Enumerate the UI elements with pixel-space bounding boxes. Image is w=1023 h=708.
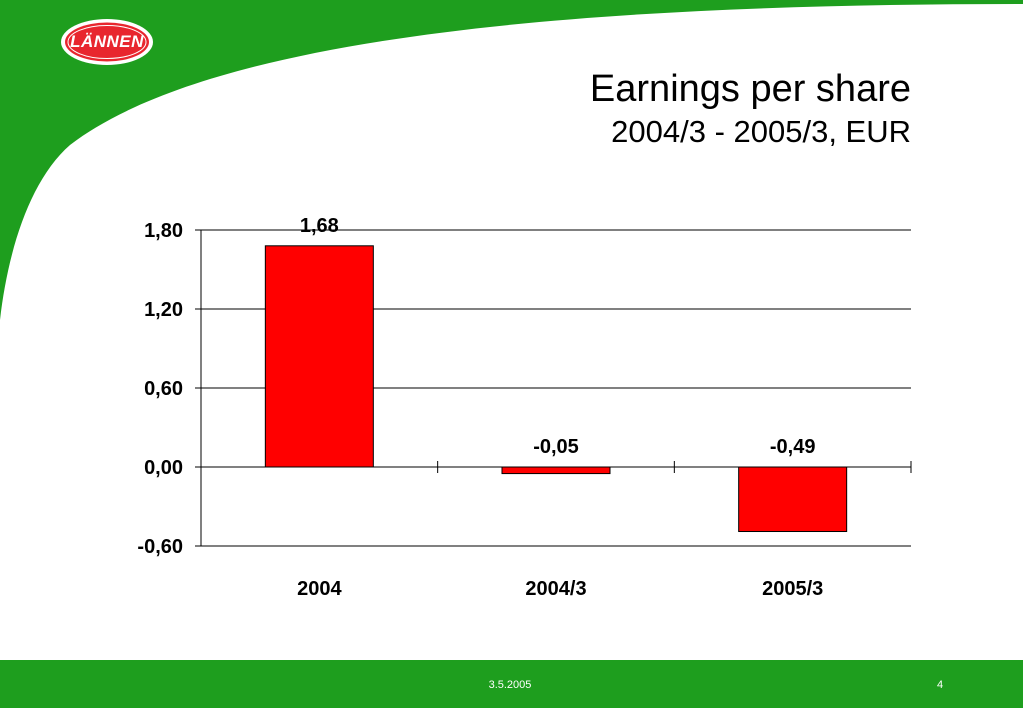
chart-title: Earnings per share <box>589 68 911 110</box>
lannen-logo: LÄNNEN <box>59 17 155 67</box>
y-tick-label: 1,80 <box>144 220 183 242</box>
x-tick-label: 2004 <box>297 578 342 600</box>
footer-page-number: 4 <box>936 679 944 691</box>
axes <box>195 229 912 547</box>
labels: -0,60 0,00 0,60 1,20 1,80 1,68 2004 -0,05 2004/3… <box>137 215 823 600</box>
title-block: Earnings per share 2004/3 - 2005/3, EUR <box>590 66 911 152</box>
bar-2005-3 <box>738 466 848 533</box>
x-tick-label: 2005/3 <box>762 578 823 600</box>
footer-date: 3.5.2005 <box>488 679 532 691</box>
y-tick-label: -0,60 <box>137 536 183 558</box>
bars <box>264 245 848 533</box>
chart-subtitle: 2004/3 - 2005/3, EUR <box>611 114 911 149</box>
logo-text: LÄNNEN <box>70 32 144 51</box>
bar-2004 <box>264 245 374 468</box>
bar-2004-3 <box>501 466 611 475</box>
footer-bar: 3.5.2005 4 <box>0 660 1023 708</box>
data-label: -0,49 <box>770 436 816 458</box>
x-tick-label: 2004/3 <box>525 578 586 600</box>
y-tick-label: 0,00 <box>144 457 183 479</box>
data-label: -0,05 <box>533 436 579 458</box>
y-tick-label: 0,60 <box>144 378 183 400</box>
data-label: 1,68 <box>300 215 339 237</box>
y-tick-label: 1,20 <box>144 299 183 321</box>
